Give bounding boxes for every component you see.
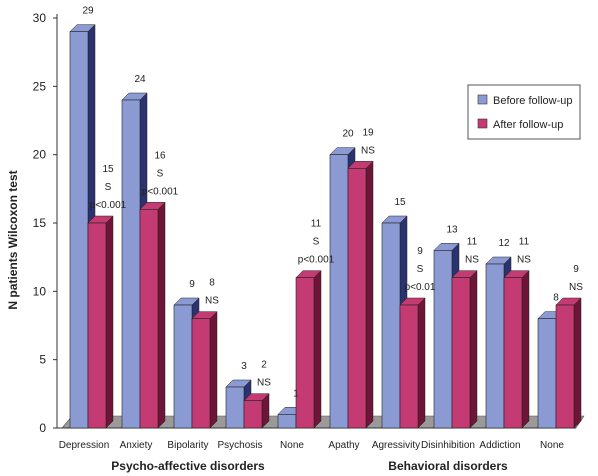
category-label: None bbox=[540, 440, 564, 451]
data-label-before: 15 bbox=[394, 197, 406, 208]
bar-after-follow-up bbox=[503, 270, 530, 429]
y-tick-label: 0 bbox=[39, 421, 46, 435]
data-label-after: 11 bbox=[519, 237, 530, 248]
data-label-before: 8 bbox=[553, 293, 559, 304]
y-tick-label: 20 bbox=[33, 148, 47, 162]
data-label-after: 16 bbox=[154, 150, 166, 161]
category-labels: Depression Anxiety Bipolarity Psychosis None… bbox=[59, 440, 565, 473]
legend-label-after: After follow-up bbox=[493, 119, 563, 131]
data-label-after: 11 bbox=[311, 219, 322, 230]
category-label: Addiction bbox=[479, 440, 520, 451]
data-label-after: NS bbox=[205, 296, 219, 307]
category-label: Agressivity bbox=[372, 440, 420, 451]
data-label-after: S bbox=[157, 168, 164, 179]
category-label: Apathy bbox=[328, 440, 359, 451]
data-label-after: NS bbox=[569, 282, 583, 293]
data-label-before: 13 bbox=[446, 224, 458, 235]
y-tick-label: 10 bbox=[33, 284, 47, 298]
legend-label-before: Before follow-up bbox=[493, 95, 573, 107]
data-label-after: S bbox=[313, 237, 320, 248]
legend: Before follow-up After follow-up bbox=[467, 84, 581, 140]
data-label-after: NS bbox=[257, 378, 271, 389]
y-tick-label: 30 bbox=[33, 11, 47, 25]
legend-box bbox=[467, 84, 581, 140]
category-label: Depression bbox=[59, 440, 110, 451]
category-label: Anxiety bbox=[120, 440, 153, 451]
y-axis-title: N patients Wilcoxon test bbox=[6, 170, 20, 309]
category-label: None bbox=[280, 440, 304, 451]
legend-swatch-before bbox=[477, 94, 488, 105]
bar-after-follow-up bbox=[139, 201, 166, 429]
data-label-after: p<0.001 bbox=[142, 186, 179, 197]
bar-after-follow-up bbox=[243, 393, 270, 429]
data-label-after: NS bbox=[517, 255, 531, 266]
data-label-after: S bbox=[105, 182, 112, 193]
bar-after-follow-up bbox=[295, 270, 322, 429]
data-label-after: NS bbox=[361, 145, 375, 156]
data-label-after: p<0.01 bbox=[405, 282, 436, 293]
bar-after-follow-up bbox=[347, 160, 374, 429]
y-tick-label: 5 bbox=[39, 353, 46, 367]
data-label-after: NS bbox=[465, 255, 479, 266]
data-label-after: p<0.001 bbox=[90, 200, 127, 211]
group-label: Psycho-affective disorders bbox=[111, 459, 265, 473]
category-label: Disinhibition bbox=[421, 440, 475, 451]
bar-after-follow-up bbox=[87, 215, 114, 429]
bar-after-follow-up bbox=[555, 297, 582, 429]
data-label-before: 1 bbox=[293, 388, 299, 399]
data-label-after: 15 bbox=[102, 164, 114, 175]
data-label-after: 9 bbox=[573, 264, 579, 275]
bar-after-follow-up bbox=[191, 311, 218, 429]
legend-swatch-after bbox=[477, 118, 488, 129]
data-label-after: 8 bbox=[209, 278, 215, 289]
data-label-after: 9 bbox=[417, 246, 423, 257]
y-tick-label: 25 bbox=[33, 79, 47, 93]
y-tick-label: 15 bbox=[33, 216, 47, 230]
data-label-before: 12 bbox=[498, 238, 510, 249]
bars bbox=[69, 24, 582, 429]
data-label-after: 19 bbox=[362, 127, 374, 138]
data-label-before: 20 bbox=[342, 129, 354, 140]
bar-after-follow-up bbox=[399, 297, 426, 429]
category-label: Bipolarity bbox=[167, 440, 208, 451]
data-label-after: 11 bbox=[467, 237, 478, 248]
data-label-before: 9 bbox=[189, 279, 195, 290]
data-label-after: p<0.001 bbox=[298, 255, 335, 266]
data-label-before: 3 bbox=[241, 361, 247, 372]
group-label: Behavioral disorders bbox=[388, 459, 508, 473]
bar-after-follow-up bbox=[451, 270, 478, 429]
data-label-after: S bbox=[417, 264, 424, 275]
category-label: Psychosis bbox=[217, 440, 262, 451]
data-label-before: 24 bbox=[134, 74, 146, 85]
data-label-before: 29 bbox=[82, 6, 94, 17]
data-label-after: 2 bbox=[261, 360, 267, 371]
